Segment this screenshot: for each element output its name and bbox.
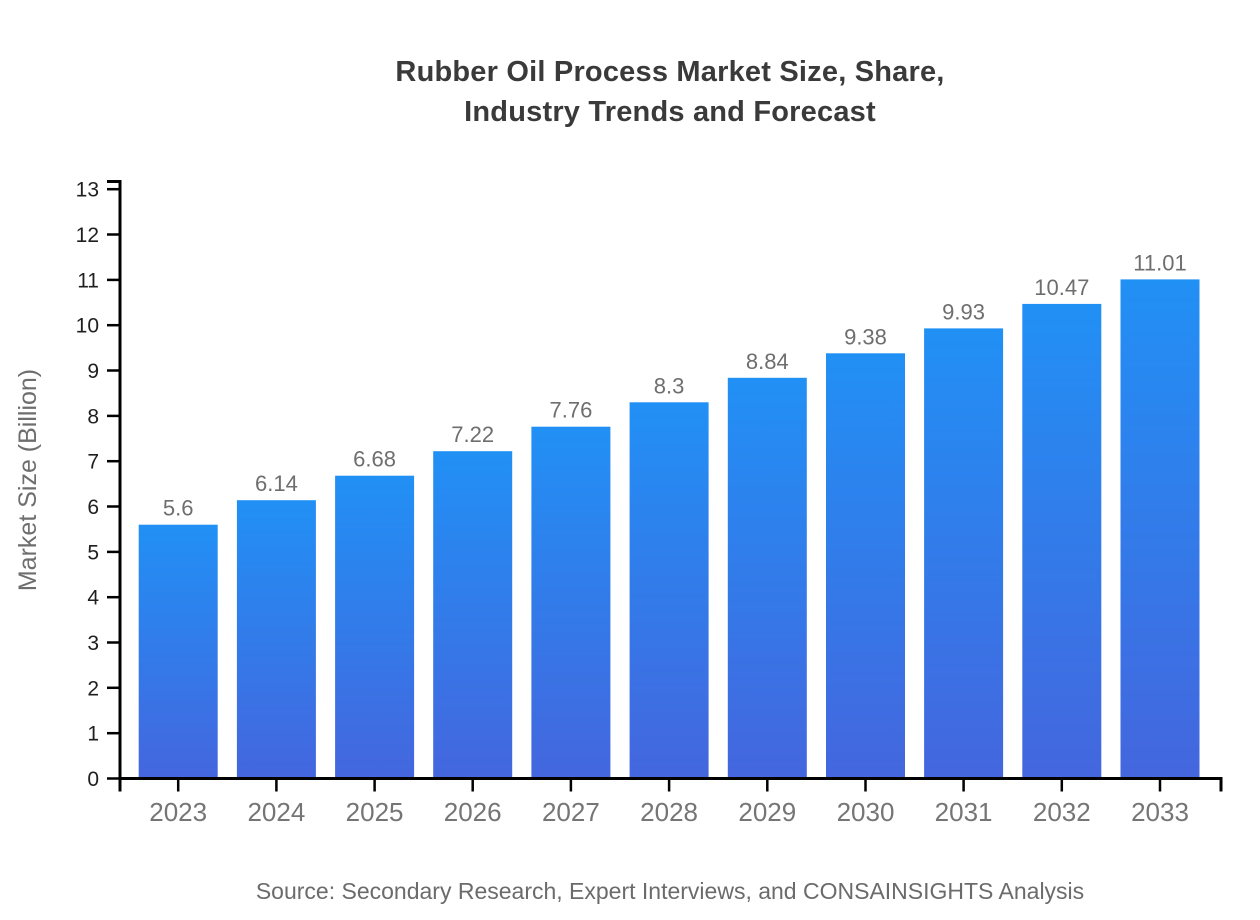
x-tick-label: 2032: [1033, 797, 1091, 827]
bar-value-label: 6.14: [255, 471, 298, 496]
bar: [629, 402, 709, 779]
y-tick-label: 6: [87, 496, 99, 519]
bar: [924, 328, 1004, 779]
bar-value-label: 8.84: [746, 349, 789, 374]
y-axis-line: [107, 180, 122, 792]
bar: [433, 451, 513, 779]
y-tick-label: 3: [87, 632, 99, 655]
bar-value-label: 7.76: [549, 398, 592, 423]
bar: [236, 500, 316, 779]
x-tick-label: 2025: [346, 797, 404, 827]
bar-value-label: 6.68: [353, 447, 396, 472]
x-tick-label: 2026: [444, 797, 502, 827]
x-tick-label: 2030: [837, 797, 895, 827]
x-tick-label: 2033: [1131, 797, 1189, 827]
x-axis-line: [120, 777, 1223, 792]
y-tick-label: 12: [76, 224, 99, 247]
bar: [1022, 303, 1102, 779]
bar-value-label: 5.6: [163, 496, 194, 521]
y-tick-label: 0: [87, 768, 99, 791]
bar-value-label: 9.93: [942, 299, 985, 324]
x-tick-label: 2024: [247, 797, 305, 827]
source-note: Source: Secondary Research, Expert Inter…: [255, 878, 1085, 904]
y-tick-label: 1: [87, 723, 99, 746]
y-tick-label: 10: [76, 315, 99, 338]
bar: [138, 524, 218, 779]
bar-value-label: 8.3: [654, 373, 685, 398]
bar-value-label: 7.22: [451, 422, 494, 447]
bar: [335, 475, 415, 779]
chart-title: Rubber Oil Process Market Size, Share, I…: [80, 52, 1260, 132]
chart-title-line1: Rubber Oil Process Market Size, Share,: [395, 56, 945, 88]
bar: [826, 353, 905, 779]
x-tick-label: 2027: [542, 797, 600, 827]
bar: [1120, 279, 1200, 779]
y-tick-label: 8: [87, 405, 99, 428]
y-tick-label: 9: [87, 360, 99, 383]
y-tick-label: 5: [87, 541, 99, 564]
x-tick-label: 2028: [640, 797, 698, 827]
bar-value-label: 11.01: [1133, 250, 1186, 275]
chart-title-line2: Industry Trends and Forecast: [464, 96, 876, 128]
y-tick-label: 11: [77, 269, 99, 292]
y-axis-title: Market Size (Billion): [14, 369, 42, 591]
bar-value-label: 10.47: [1034, 275, 1089, 300]
y-tick-label: 7: [87, 451, 99, 474]
y-tick-label: 4: [87, 587, 99, 610]
y-tick-label: 13: [76, 179, 99, 202]
x-tick-label: 2029: [738, 797, 796, 827]
bar: [727, 377, 807, 779]
bar-value-label: 9.38: [844, 324, 887, 349]
x-tick-label: 2031: [935, 797, 993, 827]
x-tick-label: 2023: [149, 797, 207, 827]
bar: [531, 426, 611, 779]
y-tick-label: 2: [87, 677, 99, 700]
